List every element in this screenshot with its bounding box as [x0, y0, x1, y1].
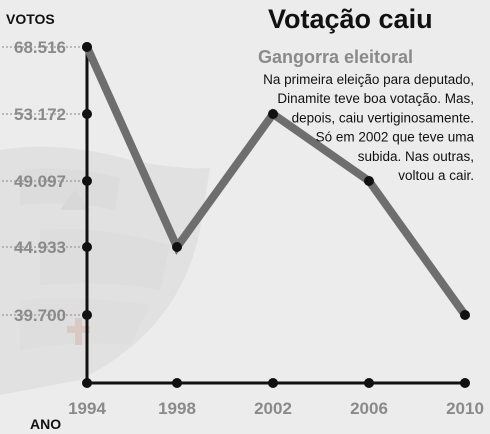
- y-tick-dot: [82, 310, 92, 320]
- y-tick-dot: [82, 176, 92, 186]
- data-point: [364, 176, 374, 186]
- y-tick-label: 39.700: [14, 306, 66, 325]
- x-tick-label: 2006: [350, 399, 388, 418]
- x-tick-dot: [82, 378, 92, 388]
- annotation-line: Só em 2002 que teve uma: [316, 130, 475, 145]
- x-tick-dot: [460, 378, 470, 388]
- series-group: [82, 42, 470, 320]
- data-point: [268, 109, 278, 119]
- data-point: [460, 310, 470, 320]
- annotation-line: depois, caiu vertiginosamente.: [292, 110, 474, 125]
- y-tick-labels: 68.516 53.172 49.097 44.933 39.700: [14, 38, 66, 325]
- y-tick-label: 68.516: [14, 38, 66, 57]
- y-tick-label: 53.172: [14, 105, 66, 124]
- y-tick-label: 49.097: [14, 172, 66, 191]
- x-tick-label: 2002: [254, 399, 292, 418]
- x-axis-label: ANO: [30, 416, 61, 432]
- annotation-line: voltou a cair.: [398, 168, 474, 183]
- annotation-text: Na primeira eleição para deputado, Dinami…: [263, 72, 474, 183]
- y-tick-label: 44.933: [14, 238, 66, 257]
- x-tick-label: 2010: [446, 399, 484, 418]
- x-tick-label: 1998: [158, 399, 196, 418]
- x-tick-label: 1994: [68, 399, 106, 418]
- data-point: [82, 42, 92, 52]
- y-tick-dot: [82, 242, 92, 252]
- chart-title: Votação caiu: [268, 4, 433, 34]
- x-tick-dot: [268, 378, 278, 388]
- annotation-line: Na primeira eleição para deputado,: [263, 72, 474, 87]
- annotation-line: subida. Nas outras,: [358, 149, 474, 164]
- x-tick-labels: 1994 1998 2002 2006 2010: [68, 399, 484, 418]
- x-tick-dot: [364, 378, 374, 388]
- annotation-line: Dinamite teve boa votação. Mas,: [277, 91, 474, 106]
- y-axis-label: VOTOS: [6, 11, 55, 27]
- data-point: [172, 242, 182, 252]
- y-tick-dot: [82, 109, 92, 119]
- x-tick-dot: [172, 378, 182, 388]
- chart-subtitle: Gangorra eleitoral: [258, 47, 413, 67]
